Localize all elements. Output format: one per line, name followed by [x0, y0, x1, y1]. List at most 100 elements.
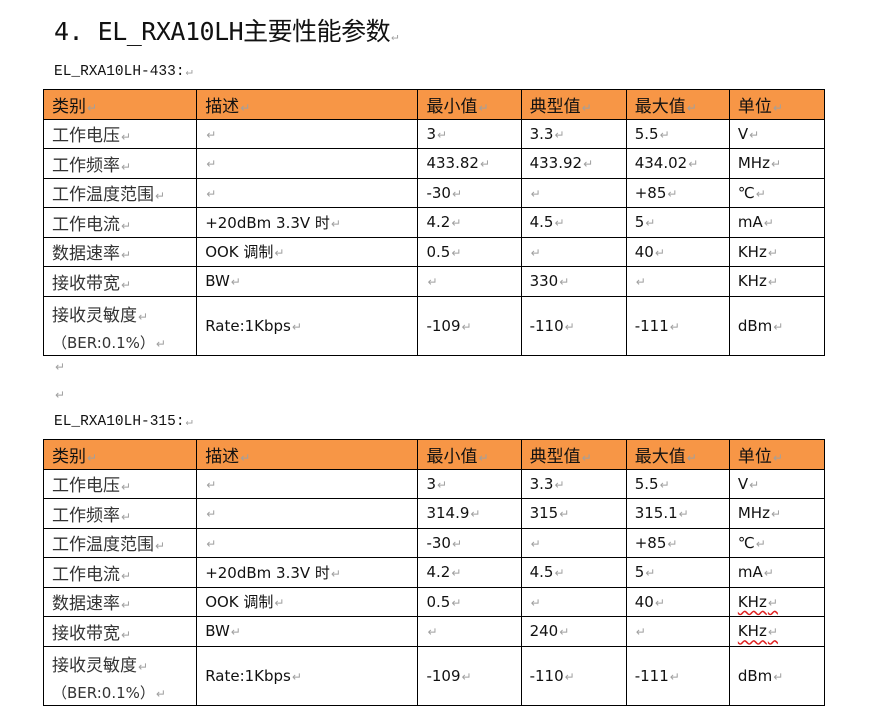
table-row: 数据速率 OOK 调制 0.5 40 KHz	[42, 236, 826, 267]
table-cell: 5.5	[625, 118, 730, 149]
cell-text: -111	[635, 667, 680, 685]
cell-text: 3	[426, 125, 447, 143]
cell-text-line: 接收灵敏度	[52, 301, 188, 326]
table-cell: 434.02	[625, 148, 730, 179]
empty-paragraph	[54, 388, 65, 402]
table-cell: 工作温度范围	[42, 177, 198, 208]
table-cell: 315.1	[625, 498, 730, 529]
cell-text: KHz	[738, 243, 778, 261]
table-cell: OOK 调制	[196, 236, 419, 267]
cell-text: mA	[738, 213, 774, 231]
column-header-label: 单位	[738, 447, 783, 467]
table-cell	[520, 177, 627, 208]
table-cell: +20dBm 3.3V 时	[196, 557, 419, 588]
table-row: 工作电压 3 3.3 5.5 V	[42, 118, 826, 149]
table-cell: 315	[520, 498, 627, 529]
column-header-label: 类别	[52, 447, 97, 467]
table-cell: 工作频率	[42, 148, 198, 179]
cell-text: 40	[635, 243, 665, 261]
table-cell: -110	[520, 645, 627, 706]
table-cell: ℃	[728, 527, 826, 558]
column-header-label: 最大值	[635, 447, 697, 467]
table-cell: 接收带宽	[42, 266, 198, 297]
cell-text: +85	[635, 184, 678, 202]
table-cell: 工作频率	[42, 498, 198, 529]
column-header-label: 单位	[738, 97, 783, 117]
table-cell: 5	[625, 557, 730, 588]
cell-text: BW	[205, 622, 241, 640]
table-header-row: 类别 描述 最小值 典型值 最大值 单位	[42, 439, 826, 470]
cell-text: +20dBm 3.3V 时	[205, 564, 341, 582]
table-cell: 4.2	[417, 207, 522, 238]
table-cell: -109	[417, 295, 522, 356]
table-cell: V	[728, 468, 826, 499]
cell-text: 3.3	[530, 125, 565, 143]
table-cell: dBm	[728, 295, 826, 356]
cell-text	[635, 622, 646, 640]
cell-text: 240	[530, 622, 570, 640]
cell-text: -30	[426, 534, 462, 552]
cell-text: 工作温度范围	[52, 535, 165, 555]
column-header: 类别	[42, 89, 198, 120]
cell-text: 4.2	[426, 563, 461, 581]
cell-text: -109	[426, 317, 471, 335]
table-cell: 3.3	[520, 468, 627, 499]
cell-text: dBm	[738, 317, 784, 335]
table-cell: KHz	[728, 266, 826, 297]
cell-text: 数据速率	[52, 594, 131, 614]
table-cell: -111	[625, 295, 730, 356]
table-row: 工作频率 433.82 433.92 434.02 MHz	[42, 148, 826, 179]
column-header-label: 描述	[205, 447, 250, 467]
table-cell: 314.9	[417, 498, 522, 529]
cell-text	[530, 184, 541, 202]
table-row: 工作温度范围 -30 +85 ℃	[42, 177, 826, 208]
cell-text: -110	[530, 317, 575, 335]
cell-text: KHz	[738, 593, 778, 611]
table-cell	[520, 236, 627, 267]
cell-text	[205, 154, 216, 172]
cell-text-line: （BER:0.1%）	[52, 326, 188, 353]
cell-text: 工作电压	[52, 126, 131, 146]
table-cell	[196, 527, 419, 558]
column-header: 典型值	[520, 439, 627, 470]
cell-text: dBm	[738, 667, 784, 685]
table-cell: MHz	[728, 498, 826, 529]
table-cell: 4.2	[417, 557, 522, 588]
cell-text: 315.1	[635, 504, 689, 522]
column-header: 描述	[196, 89, 419, 120]
table-row: 接收灵敏度（BER:0.1%） Rate:1Kbps -109 -110 -111 dBm	[42, 645, 826, 706]
cell-text: -30	[426, 184, 462, 202]
column-header-label: 最大值	[635, 97, 697, 117]
table-cell: V	[728, 118, 826, 149]
table-cell: Rate:1Kbps	[196, 645, 419, 706]
table-cell: MHz	[728, 148, 826, 179]
cell-text-line: 接收灵敏度	[52, 651, 188, 676]
table-cell: BW	[196, 266, 419, 297]
cell-text: 工作温度范围	[52, 185, 165, 205]
table-cell: 工作电流	[42, 557, 198, 588]
table-cell: 4.5	[520, 207, 627, 238]
table-cell: +85	[625, 527, 730, 558]
cell-text	[426, 622, 437, 640]
cell-text: BW	[205, 272, 241, 290]
table-cell: KHz	[728, 586, 826, 617]
cell-text: 3	[426, 475, 447, 493]
cell-text: 330	[530, 272, 570, 290]
table-cell: BW	[196, 616, 419, 647]
table-cell	[520, 527, 627, 558]
cell-text	[205, 534, 216, 552]
cell-text	[635, 272, 646, 290]
table-cell: 433.92	[520, 148, 627, 179]
table-row: 工作电流 +20dBm 3.3V 时 4.2 4.5 5 mA	[42, 207, 826, 238]
cell-text: 433.92	[530, 154, 594, 172]
table-cell: -30	[417, 177, 522, 208]
table-cell: mA	[728, 557, 826, 588]
table-cell: ℃	[728, 177, 826, 208]
table-row: 工作温度范围 -30 +85 ℃	[42, 527, 826, 558]
cell-text: 3.3	[530, 475, 565, 493]
cell-text: 数据速率	[52, 244, 131, 264]
table-cell: 工作电压	[42, 118, 198, 149]
table-row: 工作频率 314.9 315 315.1 MHz	[42, 498, 826, 529]
table-cell: 4.5	[520, 557, 627, 588]
cell-text	[205, 125, 216, 143]
